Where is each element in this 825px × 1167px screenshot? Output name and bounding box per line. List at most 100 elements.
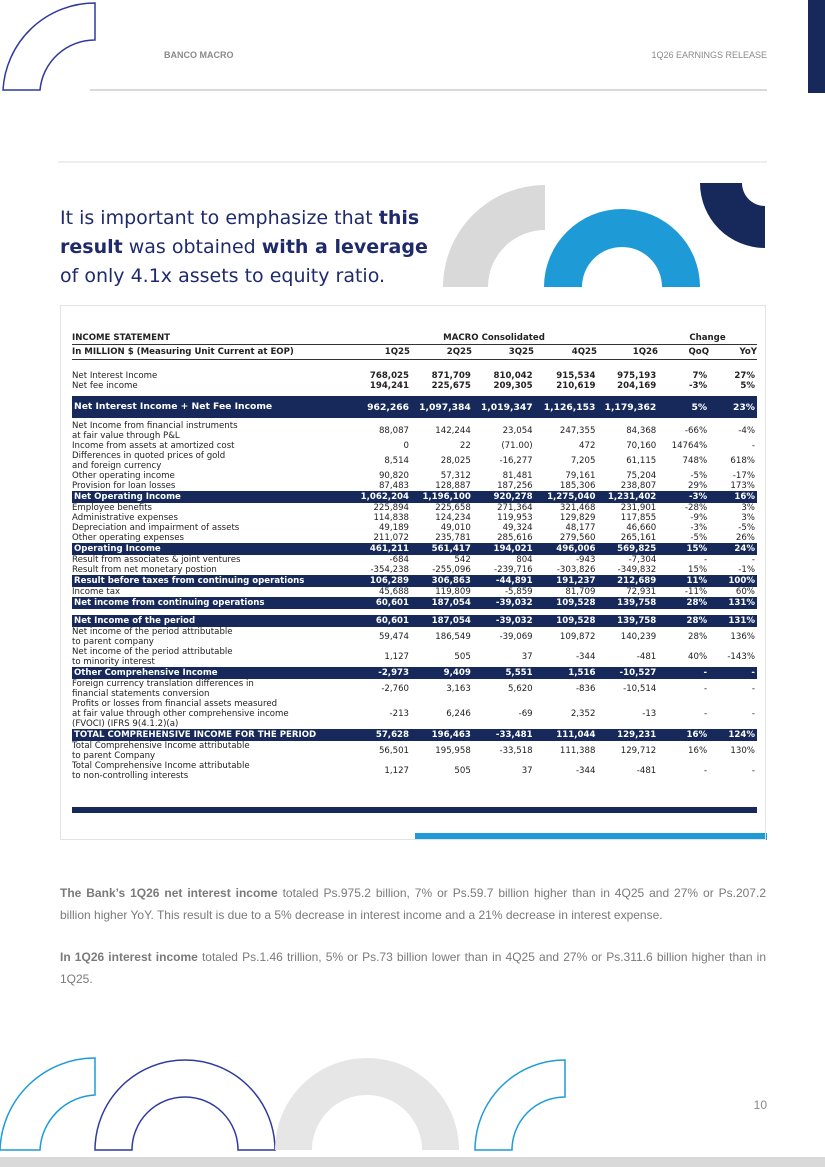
cell: 15% <box>686 544 708 554</box>
table-row: Total Comprehensive Income attributable … <box>72 761 757 781</box>
text-run: this result <box>60 207 420 258</box>
group-header: MACRO Consolidated <box>443 333 545 343</box>
cell: 81,481 <box>502 471 533 481</box>
table-row: Net Interest Income 768,025 871,709 810,042… <box>72 371 757 381</box>
cell: 542 <box>454 555 471 565</box>
cell: 810,042 <box>493 371 533 381</box>
cell: 40% <box>688 652 708 662</box>
cell: -5% <box>690 533 708 543</box>
cell: -17% <box>732 471 755 481</box>
cell: 204,169 <box>617 381 657 391</box>
page-number: 10 <box>753 1098 767 1112</box>
cell: 49,010 <box>440 523 471 533</box>
cell: 212,689 <box>617 576 657 586</box>
cell: 28% <box>686 598 708 608</box>
cell: 111,388 <box>559 746 596 756</box>
cell: -3% <box>690 523 708 533</box>
column-header: 1Q25 <box>384 347 410 357</box>
cell: - <box>704 555 708 565</box>
cell: 3% <box>741 503 755 513</box>
cell: 975,193 <box>617 371 657 381</box>
cell: -33,481 <box>495 730 533 740</box>
cell: -7,304 <box>628 555 657 565</box>
cell: - <box>751 668 755 678</box>
table-row: Operating Income 461,211 561,417 194,021 496… <box>72 543 757 555</box>
cell: - <box>751 441 755 451</box>
cell: 28,025 <box>440 456 471 466</box>
cell: - <box>704 684 708 694</box>
row-label: Income tax <box>72 587 121 597</box>
cell: -5% <box>690 471 708 481</box>
cell: 136% <box>730 632 755 642</box>
cell: 109,528 <box>556 598 596 608</box>
cell: 16% <box>686 730 708 740</box>
cell: 247,355 <box>559 426 596 436</box>
text-run: It is important to emphasize that <box>60 207 379 229</box>
cell: 618% <box>730 456 755 466</box>
cell: -69 <box>518 709 533 719</box>
cell: -10,514 <box>623 684 657 694</box>
cell: -11% <box>684 587 708 597</box>
column-header: 1Q26 <box>632 347 658 357</box>
cell: 27% <box>734 371 755 381</box>
table-row: Other Comprehensive Income -2,973 9,409 5,5… <box>72 667 757 679</box>
cell: -143% <box>727 652 755 662</box>
cell: 768,025 <box>369 371 410 381</box>
cell: 23% <box>732 401 755 413</box>
change-header: Change <box>689 333 726 343</box>
text-run: totaled Ps.975.2 billion, 7% or Ps.59.7 … <box>60 886 766 922</box>
cell: 57,628 <box>375 730 410 740</box>
cell: 142,244 <box>435 426 471 436</box>
cell: 3% <box>741 513 755 523</box>
row-label: Operating Income <box>74 544 161 554</box>
column-header: 4Q25 <box>571 347 597 357</box>
row-label: Total Comprehensive Income attributable … <box>72 741 250 761</box>
cell: 124,234 <box>435 513 471 523</box>
cell: 5% <box>691 401 708 413</box>
cell: 1,196,100 <box>422 492 471 502</box>
cell: 128,887 <box>435 481 471 491</box>
cell: 37 <box>521 766 533 776</box>
cell: 238,807 <box>620 481 657 491</box>
cell: -10,527 <box>619 668 657 678</box>
cell: 139,758 <box>617 616 657 626</box>
cell: 1,127 <box>384 652 410 662</box>
cell: 60,601 <box>375 616 410 626</box>
cell: 461,211 <box>369 544 410 554</box>
cell: 496,006 <box>556 544 596 554</box>
cell: -2,973 <box>378 668 410 678</box>
row-label: TOTAL COMPREHENSIVE INCOME FOR THE PERIO… <box>74 730 317 740</box>
table-row: Net Income from financial instruments at… <box>72 421 757 441</box>
text-run: of only 4.1x assets to equity ratio. <box>60 265 386 287</box>
cell: 49,324 <box>502 523 533 533</box>
cell: 79,161 <box>565 471 596 481</box>
brand: BANCO MACRO <box>164 50 234 60</box>
cell: -836 <box>575 684 596 694</box>
row-label: Net income of the period attributable to… <box>72 647 233 667</box>
cell: 265,161 <box>620 533 657 543</box>
text-run: The Bank’s 1Q26 net interest income <box>60 886 278 900</box>
cell: -684 <box>389 555 410 565</box>
table-row: Net income from continuing operations 60,… <box>72 597 757 609</box>
cell: 87,483 <box>378 481 410 491</box>
cell: - <box>751 709 755 719</box>
table-row: Employee benefits 225,894 225,658 271,364 32… <box>72 503 757 513</box>
cell: 23,054 <box>502 426 533 436</box>
table-title: INCOME STATEMENT <box>72 333 170 343</box>
cell: 9,409 <box>443 668 471 678</box>
cell: 7,205 <box>570 456 596 466</box>
paragraph: In 1Q26 interest income totaled Ps.1.46 … <box>60 946 766 990</box>
cell: 185,306 <box>559 481 596 491</box>
cell: 225,894 <box>373 503 410 513</box>
cell: 37 <box>521 652 533 662</box>
cell: 5% <box>740 381 755 391</box>
cell: 235,781 <box>435 533 471 543</box>
cell: 24% <box>734 544 755 554</box>
cell: 1,127 <box>384 766 410 776</box>
row-label: Provision for loan losses <box>72 481 176 491</box>
cell: 5,551 <box>505 668 533 678</box>
table-row: Differences in quoted prices of gold and… <box>72 451 757 471</box>
unit-label: In MILLION $ (Measuring Unit Current at … <box>72 347 294 357</box>
cell: 81,709 <box>565 587 596 597</box>
cell: 196,463 <box>431 730 471 740</box>
